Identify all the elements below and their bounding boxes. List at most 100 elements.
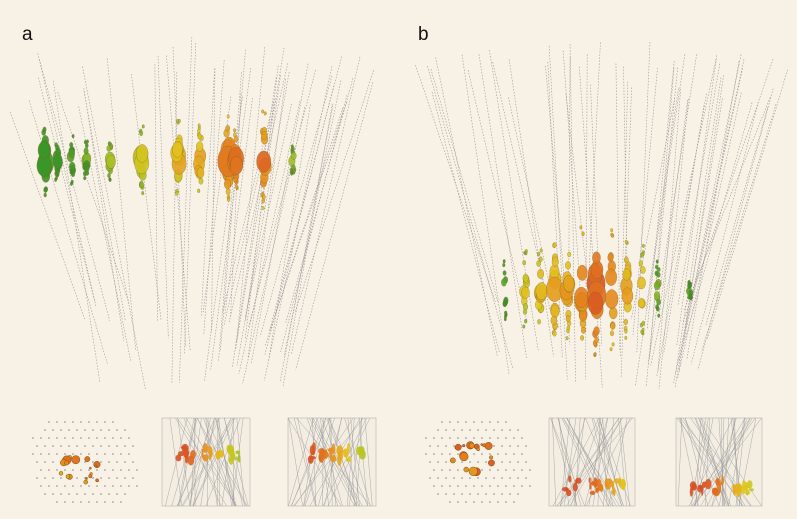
top-view-dot <box>48 453 50 455</box>
hit <box>140 182 144 188</box>
top-view-dot <box>96 437 98 439</box>
top-view-dot <box>60 477 62 479</box>
side-view-hit <box>588 477 590 483</box>
hit <box>642 244 644 248</box>
top-view-dot <box>60 445 62 447</box>
hit <box>262 199 265 203</box>
top-view-dot <box>513 437 515 439</box>
top-view-dot <box>489 421 491 423</box>
side-view-hit <box>611 489 614 494</box>
top-view-dot <box>501 429 503 431</box>
top-view-dot <box>108 429 110 431</box>
hit <box>261 110 263 114</box>
hit <box>56 170 60 176</box>
top-view-dot <box>104 501 106 503</box>
hit <box>610 347 612 351</box>
top-view-dot <box>513 453 515 455</box>
hit <box>292 164 296 170</box>
top-view-dot <box>469 493 471 495</box>
top-view-dot <box>509 477 511 479</box>
hit <box>537 319 540 324</box>
top-view-hit <box>464 467 469 472</box>
top-view-dot <box>56 437 58 439</box>
top-view-dot <box>513 469 515 471</box>
top-view-dot <box>120 437 122 439</box>
side-view-hit <box>734 483 740 491</box>
top-view-dot <box>136 469 138 471</box>
side-view-hit <box>597 479 602 488</box>
top-view-dot <box>429 477 431 479</box>
top-view-dot <box>461 493 463 495</box>
hit <box>107 145 111 151</box>
top-view-dot <box>84 445 86 447</box>
hit <box>175 191 178 195</box>
top-view-dot <box>112 469 114 471</box>
side-view-hit <box>690 487 693 497</box>
hit <box>72 134 74 138</box>
top-view-dot <box>441 421 443 423</box>
top-view-dot <box>104 421 106 423</box>
hit <box>53 154 62 168</box>
hit <box>234 177 238 183</box>
top-view-hit <box>477 448 480 451</box>
hit <box>625 240 627 244</box>
side-view-hit <box>336 445 343 455</box>
top-view-dot <box>453 429 455 431</box>
top-view-dot <box>457 501 459 503</box>
figure: a b <box>0 0 797 519</box>
top-view-dot <box>509 461 511 463</box>
hit <box>551 305 560 318</box>
top-view-dot <box>56 501 58 503</box>
hit <box>622 288 633 305</box>
side-view-hit <box>705 479 711 489</box>
top-view-hit <box>95 465 97 467</box>
hit <box>108 173 111 177</box>
hit <box>501 279 506 287</box>
top-view-dot <box>84 461 86 463</box>
top-view-dot <box>529 469 531 471</box>
side-view-hit <box>698 485 703 489</box>
top-view-dot <box>489 485 491 487</box>
top-view-dot <box>465 501 467 503</box>
top-view-dot <box>517 445 519 447</box>
panel-label: a <box>22 24 33 45</box>
hit <box>523 309 527 315</box>
top-view-dot <box>445 445 447 447</box>
hit <box>624 319 628 325</box>
hit <box>44 193 47 197</box>
hit <box>83 176 86 180</box>
top-view-dot <box>473 421 475 423</box>
hit <box>594 327 600 336</box>
hit <box>85 165 90 172</box>
hit <box>624 329 627 333</box>
hit <box>641 330 643 334</box>
top-view-dot <box>469 429 471 431</box>
hit <box>611 234 614 238</box>
hit <box>624 257 628 263</box>
top-view-dot <box>56 485 58 487</box>
top-view-dot <box>60 429 62 431</box>
top-view-dot <box>92 445 94 447</box>
top-view-dot <box>104 485 106 487</box>
top-view-dot <box>477 493 479 495</box>
top-view-dot <box>48 437 50 439</box>
side-view-hit <box>325 452 329 458</box>
top-view-dot <box>433 485 435 487</box>
top-view-dot <box>64 485 66 487</box>
top-view-dot <box>112 421 114 423</box>
top-view-dot <box>36 461 38 463</box>
top-view-dot <box>505 501 507 503</box>
side-view-hit <box>229 457 231 463</box>
top-view-dot <box>88 501 90 503</box>
top-view-dot <box>112 453 114 455</box>
hit <box>579 310 587 322</box>
top-view-dot <box>505 437 507 439</box>
top-view-dot <box>485 461 487 463</box>
top-view-dot <box>445 477 447 479</box>
top-view-dot <box>521 437 523 439</box>
hit <box>688 295 691 299</box>
side-view-hit <box>595 488 599 493</box>
top-view-dot <box>84 493 86 495</box>
top-view-dot <box>445 493 447 495</box>
hit <box>612 342 615 346</box>
